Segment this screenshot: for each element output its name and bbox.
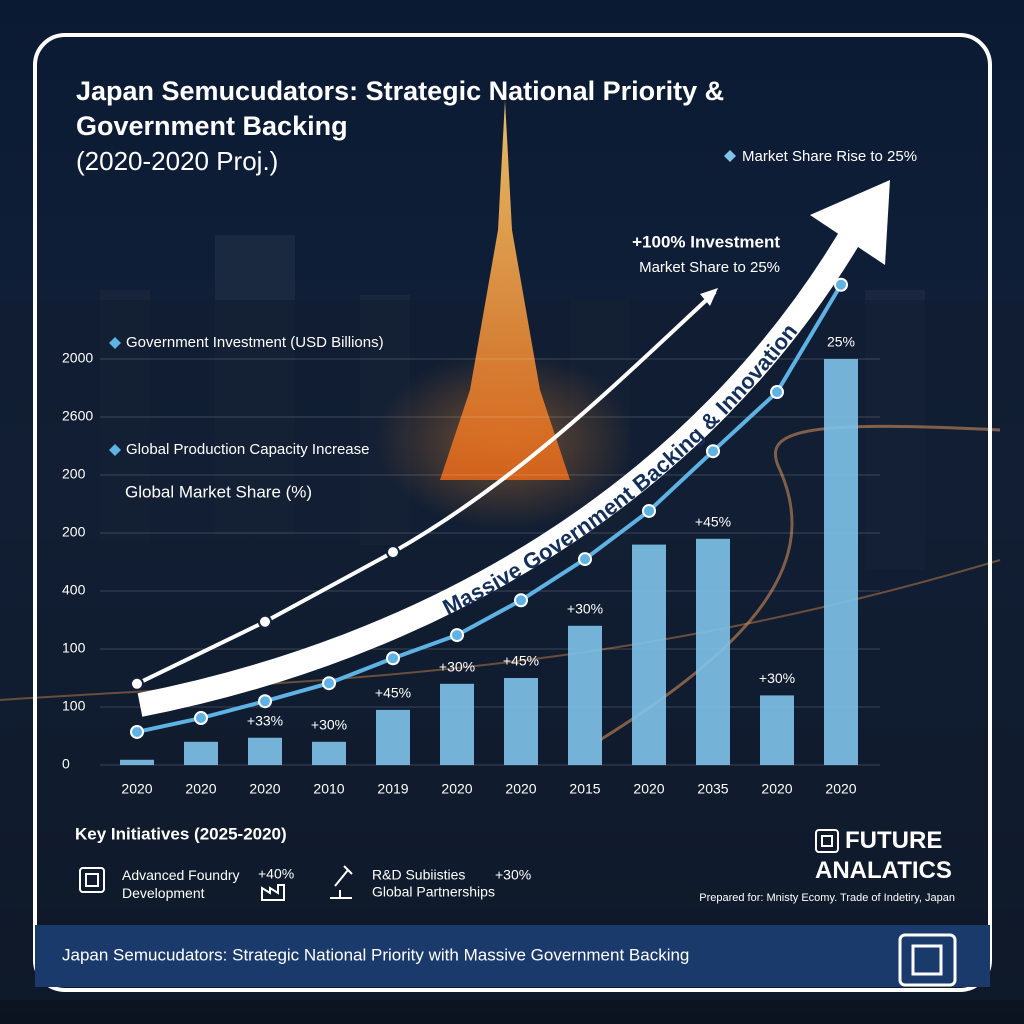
- y-tick-label: 2600: [62, 408, 93, 424]
- legend-label: Government Investment (USD Billions): [126, 334, 384, 351]
- x-tick-label: 2020: [249, 781, 280, 797]
- x-tick-label: 2019: [377, 781, 408, 797]
- line-point: [386, 545, 400, 560]
- trend-arrow-head: [700, 288, 718, 306]
- x-tick-label: 2020: [761, 781, 792, 797]
- footer-text: Japan Semucudators: Strategic National P…: [62, 945, 689, 964]
- line-point: [194, 711, 208, 726]
- line-point: [322, 676, 336, 691]
- y-tick-label: 200: [62, 466, 86, 482]
- big-arrow-head: [810, 180, 890, 265]
- line-point: [386, 651, 400, 666]
- legend-label: Global Market Share (%): [125, 482, 312, 501]
- bar: [440, 683, 474, 765]
- bar: [824, 359, 858, 765]
- frame: [33, 33, 992, 992]
- line-point: [130, 676, 144, 691]
- initiative-value: +30%: [495, 867, 531, 883]
- initiatives-heading: Key Initiatives (2025-2020): [75, 824, 287, 843]
- annotation: Market Share to 25%: [639, 259, 780, 276]
- line-point: [258, 614, 272, 629]
- initiative-label: R&D Subiisties: [372, 867, 465, 883]
- big-arrow: [137, 214, 871, 717]
- initiative-label: Global Partnerships: [372, 884, 495, 900]
- bar-label: +45%: [695, 514, 731, 530]
- x-tick-label: 2020: [121, 781, 152, 797]
- chart-title: Japan Semucudators: Strategic National P…: [76, 76, 725, 141]
- legend-marker: [109, 444, 121, 456]
- footer-chip: [898, 933, 957, 987]
- x-tick-label: 2015: [569, 781, 600, 797]
- brand-name: FUTURE ANALATICS: [815, 827, 952, 884]
- annotation: +100% Investment: [632, 232, 780, 251]
- bar-label: +45%: [503, 653, 539, 669]
- chart-subtitle: (2020-2020 Proj.): [76, 146, 279, 176]
- line-point: [578, 552, 592, 567]
- bar-label: +33%: [247, 712, 283, 728]
- x-tick-label: 2020: [441, 781, 472, 797]
- x-tick-label: 2020: [825, 781, 856, 797]
- bar: [248, 737, 282, 765]
- plot: 0 100 100 400 200 200 2600 2000 2020 2020 2020 2010…: [62, 277, 880, 797]
- y-tick-label: 0: [62, 756, 70, 772]
- initiative-label: Advanced Foundry Development: [122, 867, 240, 901]
- brand-icon: [815, 829, 839, 853]
- line-point: [130, 724, 144, 739]
- bar: [632, 544, 666, 765]
- trend-arrow: [392, 290, 717, 554]
- annotation: Market Share Rise to 25%: [742, 148, 917, 165]
- bar: [184, 741, 218, 765]
- bar: [312, 741, 346, 765]
- legend-label: Global Production Capacity Increase: [126, 441, 369, 458]
- y-tick-label: 100: [62, 698, 86, 714]
- line-point: [450, 628, 464, 643]
- bar-label: 25%: [827, 334, 855, 350]
- y-tick-label: 400: [62, 582, 86, 598]
- line-point: [514, 593, 528, 608]
- x-tick-label: 2035: [697, 781, 728, 797]
- line-point: [642, 503, 656, 518]
- bar-label: +45%: [375, 685, 411, 701]
- line-point: [258, 694, 272, 709]
- bar-label: +30%: [567, 601, 603, 617]
- y-tick-label: 2000: [62, 350, 93, 366]
- bar: [760, 695, 794, 765]
- bar: [568, 625, 602, 765]
- line: [136, 283, 843, 734]
- bar-label: +30%: [311, 717, 347, 733]
- chip-icon: [79, 867, 105, 893]
- y-tick-label: 100: [62, 640, 86, 656]
- x-tick-label: 2020: [505, 781, 536, 797]
- bar: [376, 709, 410, 765]
- line-point: [834, 277, 848, 292]
- y-tick-label: 200: [62, 524, 86, 540]
- bar-label: +30%: [439, 659, 475, 675]
- initiative-value: +40%: [258, 866, 294, 882]
- x-tick-label: 2010: [313, 781, 344, 797]
- line-point: [770, 385, 784, 400]
- footer-bar: [35, 925, 990, 987]
- diamond: [724, 150, 736, 162]
- microscope-icon: [330, 865, 353, 899]
- x-tick-label: 2020: [633, 781, 664, 797]
- prepared-for: Prepared for: Mnisty Ecomy. Trade of Ind…: [699, 892, 955, 904]
- factory-icon: [261, 884, 285, 901]
- bar: [120, 759, 154, 765]
- line-point: [706, 444, 720, 459]
- x-tick-label: 2020: [185, 781, 216, 797]
- bar: [504, 678, 538, 765]
- bar-label: +30%: [759, 670, 795, 686]
- bar: [696, 538, 730, 765]
- legend-marker: [109, 337, 121, 349]
